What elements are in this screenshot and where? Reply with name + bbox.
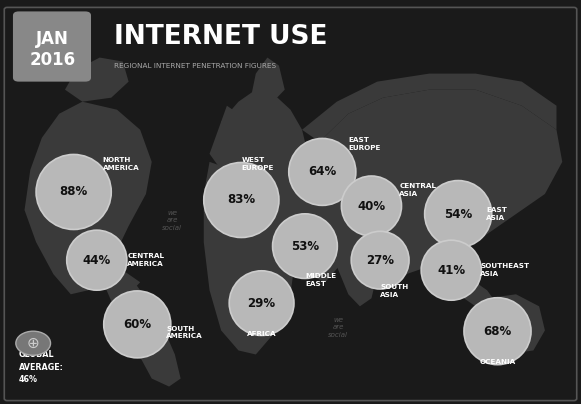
Text: 54%: 54% — [444, 208, 472, 221]
Text: WEST
EUROPE: WEST EUROPE — [241, 157, 274, 170]
Polygon shape — [221, 106, 232, 126]
Text: we
are
social: we are social — [328, 317, 348, 338]
Polygon shape — [250, 57, 285, 102]
Polygon shape — [302, 74, 557, 142]
Text: INTERNET USE: INTERNET USE — [114, 24, 328, 50]
Ellipse shape — [289, 139, 356, 205]
Ellipse shape — [421, 240, 481, 300]
Polygon shape — [516, 162, 539, 186]
Polygon shape — [204, 162, 302, 354]
Text: 64%: 64% — [308, 165, 336, 179]
Text: 41%: 41% — [437, 264, 465, 277]
Polygon shape — [290, 182, 349, 282]
Text: 29%: 29% — [248, 297, 275, 309]
Text: 68%: 68% — [483, 325, 512, 338]
Ellipse shape — [229, 271, 294, 335]
Text: CENTRAL
AMERICA: CENTRAL AMERICA — [127, 253, 164, 267]
Text: CENTRAL
ASIA: CENTRAL ASIA — [399, 183, 436, 197]
Text: 83%: 83% — [227, 194, 256, 206]
Text: MIDDLE
EAST: MIDDLE EAST — [305, 274, 336, 287]
Text: 60%: 60% — [123, 318, 151, 331]
Text: SOUTH
ASIA: SOUTH ASIA — [380, 284, 408, 298]
Polygon shape — [65, 57, 128, 102]
Text: 88%: 88% — [59, 185, 88, 198]
Ellipse shape — [104, 291, 171, 358]
Text: GLOBAL
AVERAGE:
46%: GLOBAL AVERAGE: 46% — [19, 350, 63, 384]
Ellipse shape — [464, 298, 531, 365]
Text: SOUTH
AMERICA: SOUTH AMERICA — [166, 326, 203, 339]
Text: NORTH
AMERICA: NORTH AMERICA — [103, 157, 139, 170]
Polygon shape — [337, 234, 377, 306]
Ellipse shape — [67, 230, 127, 290]
Circle shape — [16, 331, 51, 355]
Text: ⊕: ⊕ — [27, 336, 40, 351]
Text: SOUTHEAST
ASIA: SOUTHEAST ASIA — [480, 263, 529, 277]
Polygon shape — [77, 226, 140, 294]
Ellipse shape — [351, 231, 409, 289]
Ellipse shape — [425, 181, 492, 248]
Text: OCEANIA: OCEANIA — [479, 360, 515, 366]
Text: EAST
EUROPE: EAST EUROPE — [349, 137, 381, 151]
Text: AFRICA: AFRICA — [247, 331, 277, 337]
Ellipse shape — [204, 162, 279, 238]
Text: 27%: 27% — [366, 254, 394, 267]
Polygon shape — [464, 294, 545, 354]
FancyBboxPatch shape — [13, 11, 91, 82]
Text: 40%: 40% — [357, 200, 386, 213]
Text: JAN: JAN — [36, 30, 69, 48]
Text: EAST
ASIA: EAST ASIA — [486, 207, 507, 221]
Text: 53%: 53% — [291, 240, 319, 252]
Polygon shape — [210, 90, 308, 186]
Ellipse shape — [342, 176, 401, 236]
Text: REGIONAL INTERNET PENETRATION FIGURES: REGIONAL INTERNET PENETRATION FIGURES — [114, 63, 277, 69]
Ellipse shape — [272, 214, 338, 278]
Polygon shape — [24, 102, 152, 294]
Text: 44%: 44% — [83, 254, 111, 267]
Text: 2016: 2016 — [29, 51, 76, 69]
FancyBboxPatch shape — [4, 7, 577, 401]
Text: we
are
social: we are social — [162, 210, 182, 231]
Polygon shape — [94, 242, 181, 387]
Ellipse shape — [36, 154, 111, 229]
Polygon shape — [441, 258, 498, 314]
Polygon shape — [302, 90, 562, 274]
